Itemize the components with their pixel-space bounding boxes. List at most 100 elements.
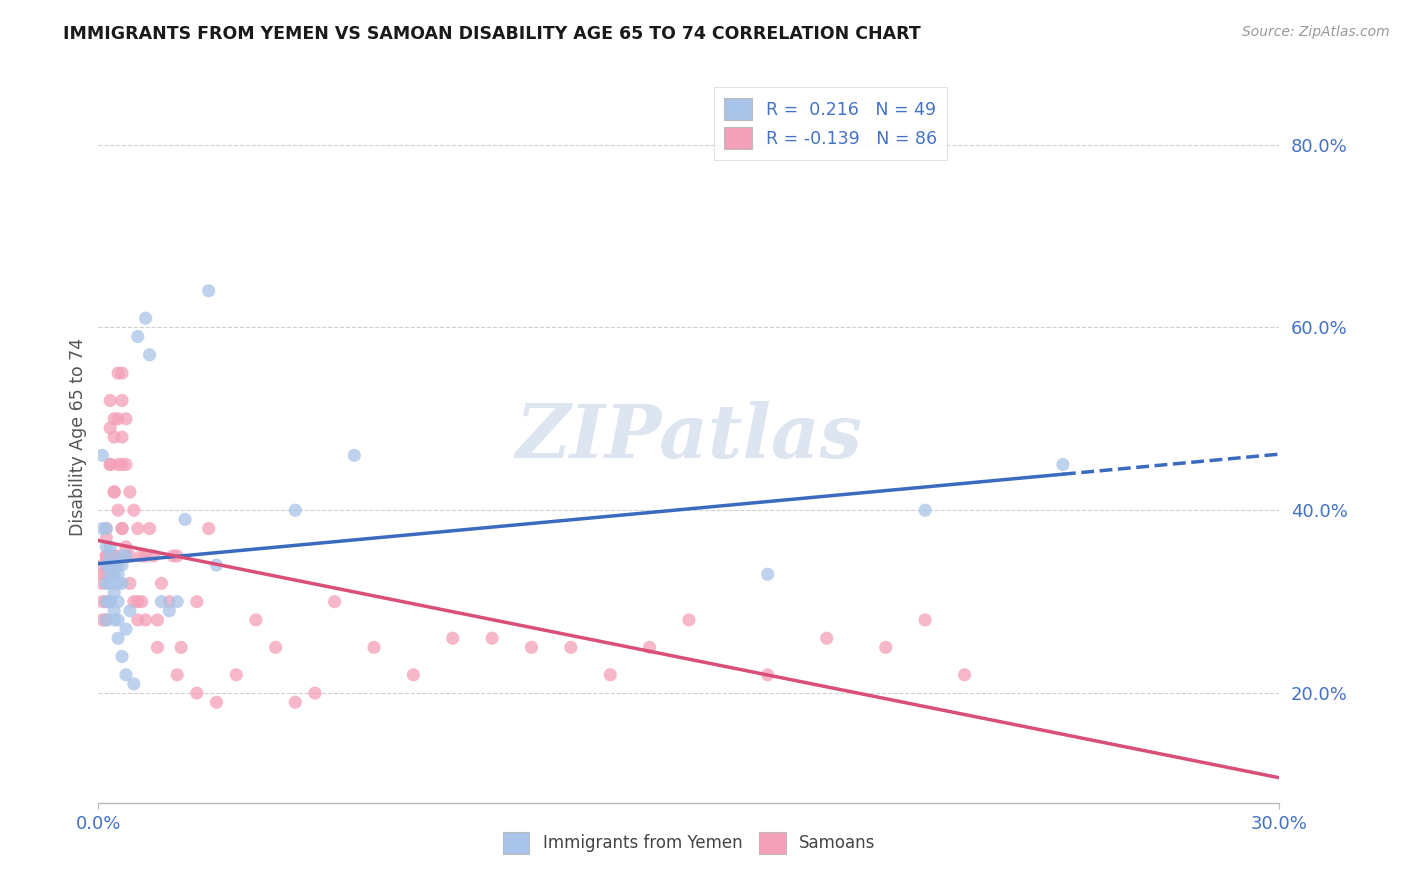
Point bbox=[96, 549, 118, 563]
Point bbox=[111, 558, 134, 573]
Point bbox=[91, 521, 114, 535]
Point bbox=[678, 613, 700, 627]
Point bbox=[111, 458, 134, 472]
Point bbox=[98, 549, 121, 563]
Point bbox=[638, 640, 661, 655]
Point bbox=[107, 632, 129, 646]
Point bbox=[115, 458, 138, 472]
Point bbox=[115, 549, 138, 563]
Point bbox=[96, 558, 118, 573]
Point bbox=[103, 485, 125, 500]
Point bbox=[225, 667, 247, 681]
Point bbox=[520, 640, 543, 655]
Point bbox=[118, 604, 141, 618]
Point bbox=[127, 329, 149, 343]
Point bbox=[166, 667, 188, 681]
Point bbox=[363, 640, 385, 655]
Point bbox=[122, 594, 145, 608]
Point bbox=[103, 567, 125, 582]
Point bbox=[245, 613, 267, 627]
Point bbox=[91, 558, 114, 573]
Point bbox=[96, 567, 118, 582]
Point bbox=[103, 485, 125, 500]
Point bbox=[98, 567, 121, 582]
Point bbox=[115, 412, 138, 426]
Point bbox=[98, 594, 121, 608]
Point bbox=[115, 549, 138, 563]
Point bbox=[343, 448, 366, 462]
Point bbox=[107, 458, 129, 472]
Point bbox=[107, 576, 129, 591]
Point bbox=[91, 576, 114, 591]
Point bbox=[96, 594, 118, 608]
Point bbox=[111, 521, 134, 535]
Point bbox=[107, 567, 129, 582]
Point bbox=[131, 549, 153, 563]
Point bbox=[103, 613, 125, 627]
Legend: Immigrants from Yemen, Samoans: Immigrants from Yemen, Samoans bbox=[496, 826, 882, 860]
Point bbox=[107, 503, 129, 517]
Point bbox=[111, 430, 134, 444]
Point bbox=[166, 594, 188, 608]
Point bbox=[146, 640, 169, 655]
Point bbox=[96, 613, 118, 627]
Point bbox=[111, 576, 134, 591]
Point bbox=[103, 549, 125, 563]
Point bbox=[914, 613, 936, 627]
Point bbox=[264, 640, 287, 655]
Point bbox=[96, 521, 118, 535]
Point bbox=[98, 458, 121, 472]
Text: ZIPatlas: ZIPatlas bbox=[516, 401, 862, 474]
Point bbox=[815, 632, 838, 646]
Point bbox=[441, 632, 464, 646]
Point bbox=[138, 348, 160, 362]
Point bbox=[96, 613, 118, 627]
Point bbox=[146, 613, 169, 627]
Point bbox=[96, 521, 118, 535]
Point bbox=[304, 686, 326, 700]
Point bbox=[107, 366, 129, 380]
Point bbox=[756, 667, 779, 681]
Point bbox=[98, 594, 121, 608]
Point bbox=[205, 695, 228, 709]
Point bbox=[98, 393, 121, 408]
Y-axis label: Disability Age 65 to 74: Disability Age 65 to 74 bbox=[69, 338, 87, 536]
Point bbox=[197, 284, 219, 298]
Point bbox=[98, 594, 121, 608]
Point bbox=[174, 512, 197, 526]
Point bbox=[142, 549, 165, 563]
Text: IMMIGRANTS FROM YEMEN VS SAMOAN DISABILITY AGE 65 TO 74 CORRELATION CHART: IMMIGRANTS FROM YEMEN VS SAMOAN DISABILI… bbox=[63, 25, 921, 43]
Point bbox=[111, 649, 134, 664]
Point bbox=[91, 594, 114, 608]
Point bbox=[103, 604, 125, 618]
Point bbox=[118, 549, 141, 563]
Point bbox=[111, 549, 134, 563]
Point bbox=[560, 640, 582, 655]
Point bbox=[103, 558, 125, 573]
Point bbox=[96, 540, 118, 554]
Point bbox=[284, 503, 307, 517]
Point bbox=[118, 576, 141, 591]
Point bbox=[323, 594, 346, 608]
Point bbox=[98, 558, 121, 573]
Text: Source: ZipAtlas.com: Source: ZipAtlas.com bbox=[1241, 25, 1389, 39]
Point bbox=[96, 531, 118, 545]
Point bbox=[98, 549, 121, 563]
Point bbox=[186, 686, 208, 700]
Point bbox=[98, 540, 121, 554]
Point bbox=[91, 613, 114, 627]
Point bbox=[402, 667, 425, 681]
Point bbox=[96, 576, 118, 591]
Point bbox=[135, 613, 157, 627]
Point bbox=[103, 430, 125, 444]
Point bbox=[111, 393, 134, 408]
Point bbox=[481, 632, 503, 646]
Point bbox=[127, 613, 149, 627]
Point bbox=[157, 604, 180, 618]
Point bbox=[118, 485, 141, 500]
Point bbox=[96, 549, 118, 563]
Point bbox=[170, 640, 193, 655]
Point bbox=[91, 567, 114, 582]
Point bbox=[107, 549, 129, 563]
Point bbox=[115, 540, 138, 554]
